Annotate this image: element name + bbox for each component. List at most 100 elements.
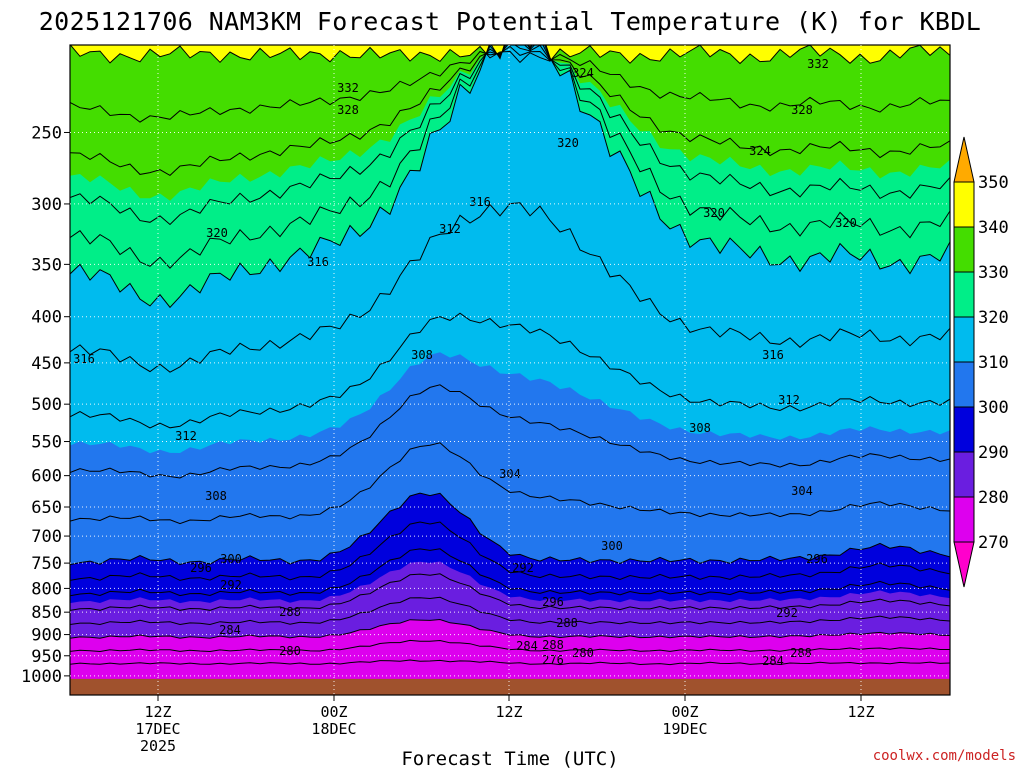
- isentrope-contour: [70, 45, 950, 309]
- surface-strip: [70, 678, 950, 695]
- isentrope-contour: [70, 45, 950, 177]
- colorbar-label: 300: [978, 398, 1009, 418]
- isentrope-contour: [70, 639, 950, 653]
- colorbar-legend: 350 340 330 320 310 300 290 280 270: [953, 136, 1009, 588]
- colorbar-swatch: [953, 361, 975, 408]
- y-tick-label: 300: [31, 195, 62, 215]
- isentrope-contour: [70, 384, 950, 479]
- x-tick-label: 18DEC: [311, 720, 356, 738]
- x-tick-label: 00Z: [320, 703, 347, 721]
- contour-label: 316: [73, 352, 95, 366]
- contour-label: 300: [601, 539, 623, 553]
- contour-label: 288: [790, 646, 812, 660]
- x-tick-label: 12Z: [847, 703, 874, 721]
- colorbar-label: 340: [978, 218, 1009, 238]
- y-tick-label: 1000: [21, 667, 62, 687]
- contour-label: 288: [556, 616, 578, 630]
- colorbar-swatch: [953, 181, 975, 228]
- y-tick-label: 550: [31, 433, 62, 453]
- contour-label: 328: [791, 103, 813, 117]
- contour-label: 292: [220, 578, 242, 592]
- contour-label: 280: [572, 646, 594, 660]
- y-tick-label: 950: [31, 647, 62, 667]
- contour-label: 316: [762, 348, 784, 362]
- colorbar-label: 350: [978, 173, 1009, 193]
- y-tick-label: 800: [31, 579, 62, 599]
- colorbar-under-arrow: [953, 541, 975, 588]
- x-tick-label: 12Z: [144, 703, 171, 721]
- contour-label: 304: [791, 484, 813, 498]
- y-tick-label: 650: [31, 498, 62, 518]
- contour-label: 332: [337, 81, 359, 95]
- contour-label: 312: [778, 393, 800, 407]
- colorbar-over-arrow: [953, 136, 975, 183]
- isentrope-contour: [70, 312, 950, 429]
- y-axis: 250 300 350 400 450 500 550 600 650 700 750 800 850 9…: [21, 123, 950, 687]
- contour-label: 320: [206, 226, 228, 240]
- contour-label: 280: [279, 644, 301, 658]
- x-axis-label: Forecast Time (UTC): [401, 748, 618, 768]
- colorbar-label: 270: [978, 533, 1009, 553]
- isentrope-contour: [70, 45, 950, 269]
- y-tick-label: 250: [31, 123, 62, 143]
- isentrope-contour: [70, 596, 950, 626]
- colorbar-label: 320: [978, 308, 1009, 328]
- x-tick-label: 12Z: [495, 703, 522, 721]
- contour-label: 324: [749, 144, 771, 158]
- colorbar-swatch: [953, 451, 975, 498]
- colorbar-swatch: [953, 271, 975, 318]
- contour-label: 296: [542, 595, 564, 609]
- contour-label: 316: [307, 255, 329, 269]
- contour-label: 296: [806, 552, 828, 566]
- y-tick-label: 700: [31, 527, 62, 547]
- isentrope-contour: [70, 573, 950, 611]
- contour-label: 312: [175, 429, 197, 443]
- contour-label: 328: [337, 103, 359, 117]
- colorbar-label: 290: [978, 443, 1009, 463]
- y-tick-label: 350: [31, 255, 62, 275]
- x-tick-label: 17DEC: [135, 720, 180, 738]
- isentrope-contour: [70, 521, 950, 581]
- contour-label: 304: [499, 467, 521, 481]
- contour-label: 292: [512, 561, 534, 575]
- contour-label: 296: [190, 561, 212, 575]
- colorbar-label: 310: [978, 353, 1009, 373]
- contour-label: 284: [219, 623, 241, 637]
- y-tick-label: 450: [31, 354, 62, 374]
- chart-title: 2025121706 NAM3KM Forecast Potential Tem…: [39, 7, 982, 36]
- isentrope-contour: [70, 548, 950, 597]
- contour-label: 288: [542, 638, 564, 652]
- contour-label: 308: [689, 421, 711, 435]
- credit-text: coolwx.com/models: [873, 748, 1016, 764]
- contour-label: 320: [703, 206, 725, 220]
- isentrope-contour: [70, 45, 950, 226]
- contour-label: 308: [205, 489, 227, 503]
- contour-label: 324: [572, 66, 594, 80]
- contour-label: 284: [762, 654, 784, 668]
- y-tick-label: 400: [31, 308, 62, 328]
- isentrope-contour: [70, 45, 950, 65]
- colorbar-swatch: [953, 496, 975, 543]
- contour-label: 316: [469, 195, 491, 209]
- isentrope-contour: [70, 618, 950, 639]
- y-tick-label: 850: [31, 603, 62, 623]
- y-tick-label: 900: [31, 626, 62, 646]
- y-tick-label: 750: [31, 554, 62, 574]
- contour-label: 320: [557, 136, 579, 150]
- plot-border: [69, 44, 951, 696]
- x-tick-label: 00Z: [671, 703, 698, 721]
- isentrope-contour: [70, 492, 950, 566]
- y-tick-label: 500: [31, 395, 62, 415]
- isentrope-contour: [70, 45, 950, 123]
- colorbar-label: 330: [978, 263, 1009, 283]
- contour-label: 320: [835, 216, 857, 230]
- contour-label: 284: [516, 639, 538, 653]
- x-tick-label: 2025: [140, 737, 176, 755]
- colorbar-label: 280: [978, 488, 1009, 508]
- contour-label: 276: [542, 653, 564, 667]
- contour-label: 308: [411, 348, 433, 362]
- y-tick-label: 600: [31, 467, 62, 487]
- isentrope-contour: [70, 659, 950, 666]
